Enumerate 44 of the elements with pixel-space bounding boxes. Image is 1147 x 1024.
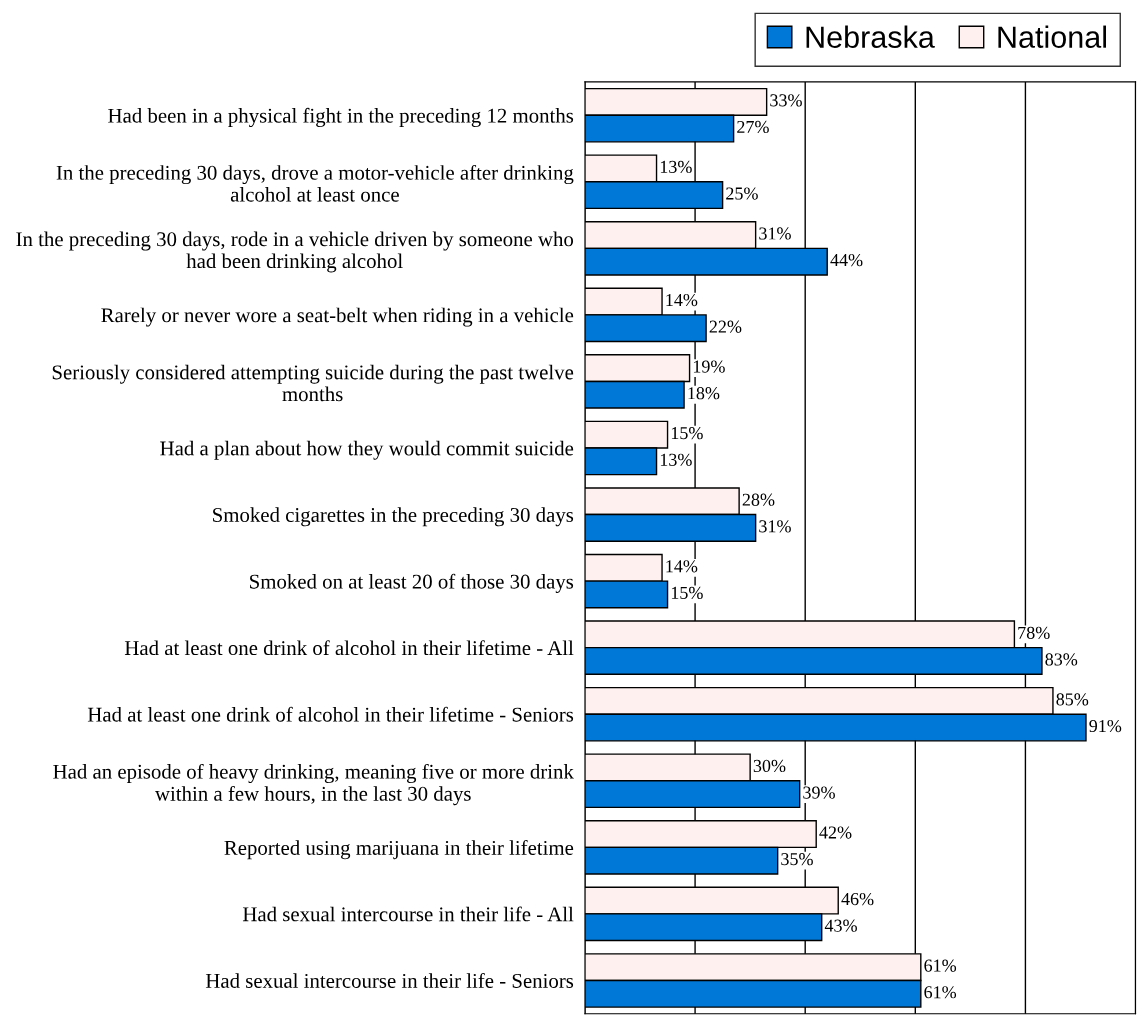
y-tick-label: Had a plan about how they would commit suicide [160,440,574,460]
data-label: 61% [924,986,957,999]
y-tick-label: Had an episode of heavy drinking, meaning five or more drink within a few hours, in the last 30 days [53,763,574,806]
y-tick-label: In the preceding 30 days, rode in a vehicle driven by someone who had been drinking alcohol [16,231,574,273]
data-label: 19% [693,360,725,373]
y-tick-label: Smoked on at least 20 of those 30 days [250,573,574,593]
data-label: 13% [660,160,692,174]
data-label: 61% [924,959,957,972]
y-tick-label: Reported using marijuana in their lifetime [224,840,574,860]
legend-label: National [998,25,1106,48]
data-label: 31% [759,227,791,240]
data-label: 43% [824,919,857,932]
data-label: 13% [660,453,692,466]
data-label: 91% [1089,719,1122,733]
data-label: 27% [737,120,769,134]
data-label: 35% [781,853,813,866]
data-label: 42% [819,826,852,839]
y-tick-label: In the preceding 30 days, drove a motor-vehicle after drinking alcohol at least once [56,164,574,202]
data-label: 25% [726,187,758,200]
data-label: 39% [803,786,835,799]
data-label: 22% [709,320,742,333]
data-label: 85% [1056,693,1089,706]
y-tick-label: Had at least one drink of alcohol in their lifetime - Seniors [87,706,574,722]
data-label: 31% [759,520,791,533]
data-label: 33% [770,94,802,107]
y-tick-label: Had sexual intercourse in their life - All [242,906,574,922]
y-tick-label: Smoked cigarettes in the preceding 30 days [213,507,574,527]
data-label: 46% [841,892,874,906]
y-tick-label: Had been in a physical fight in the preceding 12 months [108,107,574,128]
data-label: 14% [666,293,698,307]
data-label: 28% [742,493,775,506]
data-label: 15% [671,427,703,440]
y-tick-label: Had at least one drink of alcohol in their lifetime - All [124,640,574,656]
legend-label: Nebraska [806,25,935,48]
data-label: 14% [666,560,698,573]
y-tick-label: Seriously considered attempting suicide during the past twelve months [52,364,574,402]
data-label: 78% [1018,626,1050,639]
data-label: 18% [688,387,720,400]
data-label: 30% [753,759,786,773]
data-label: 83% [1045,653,1078,666]
data-label: 44% [830,253,863,267]
data-label: 15% [671,586,703,600]
y-tick-label: Had sexual intercourse in their life - Seniors [205,973,574,988]
y-tick-label: Rarely or never wore a seat-belt when riding in a vehicle [101,307,574,327]
